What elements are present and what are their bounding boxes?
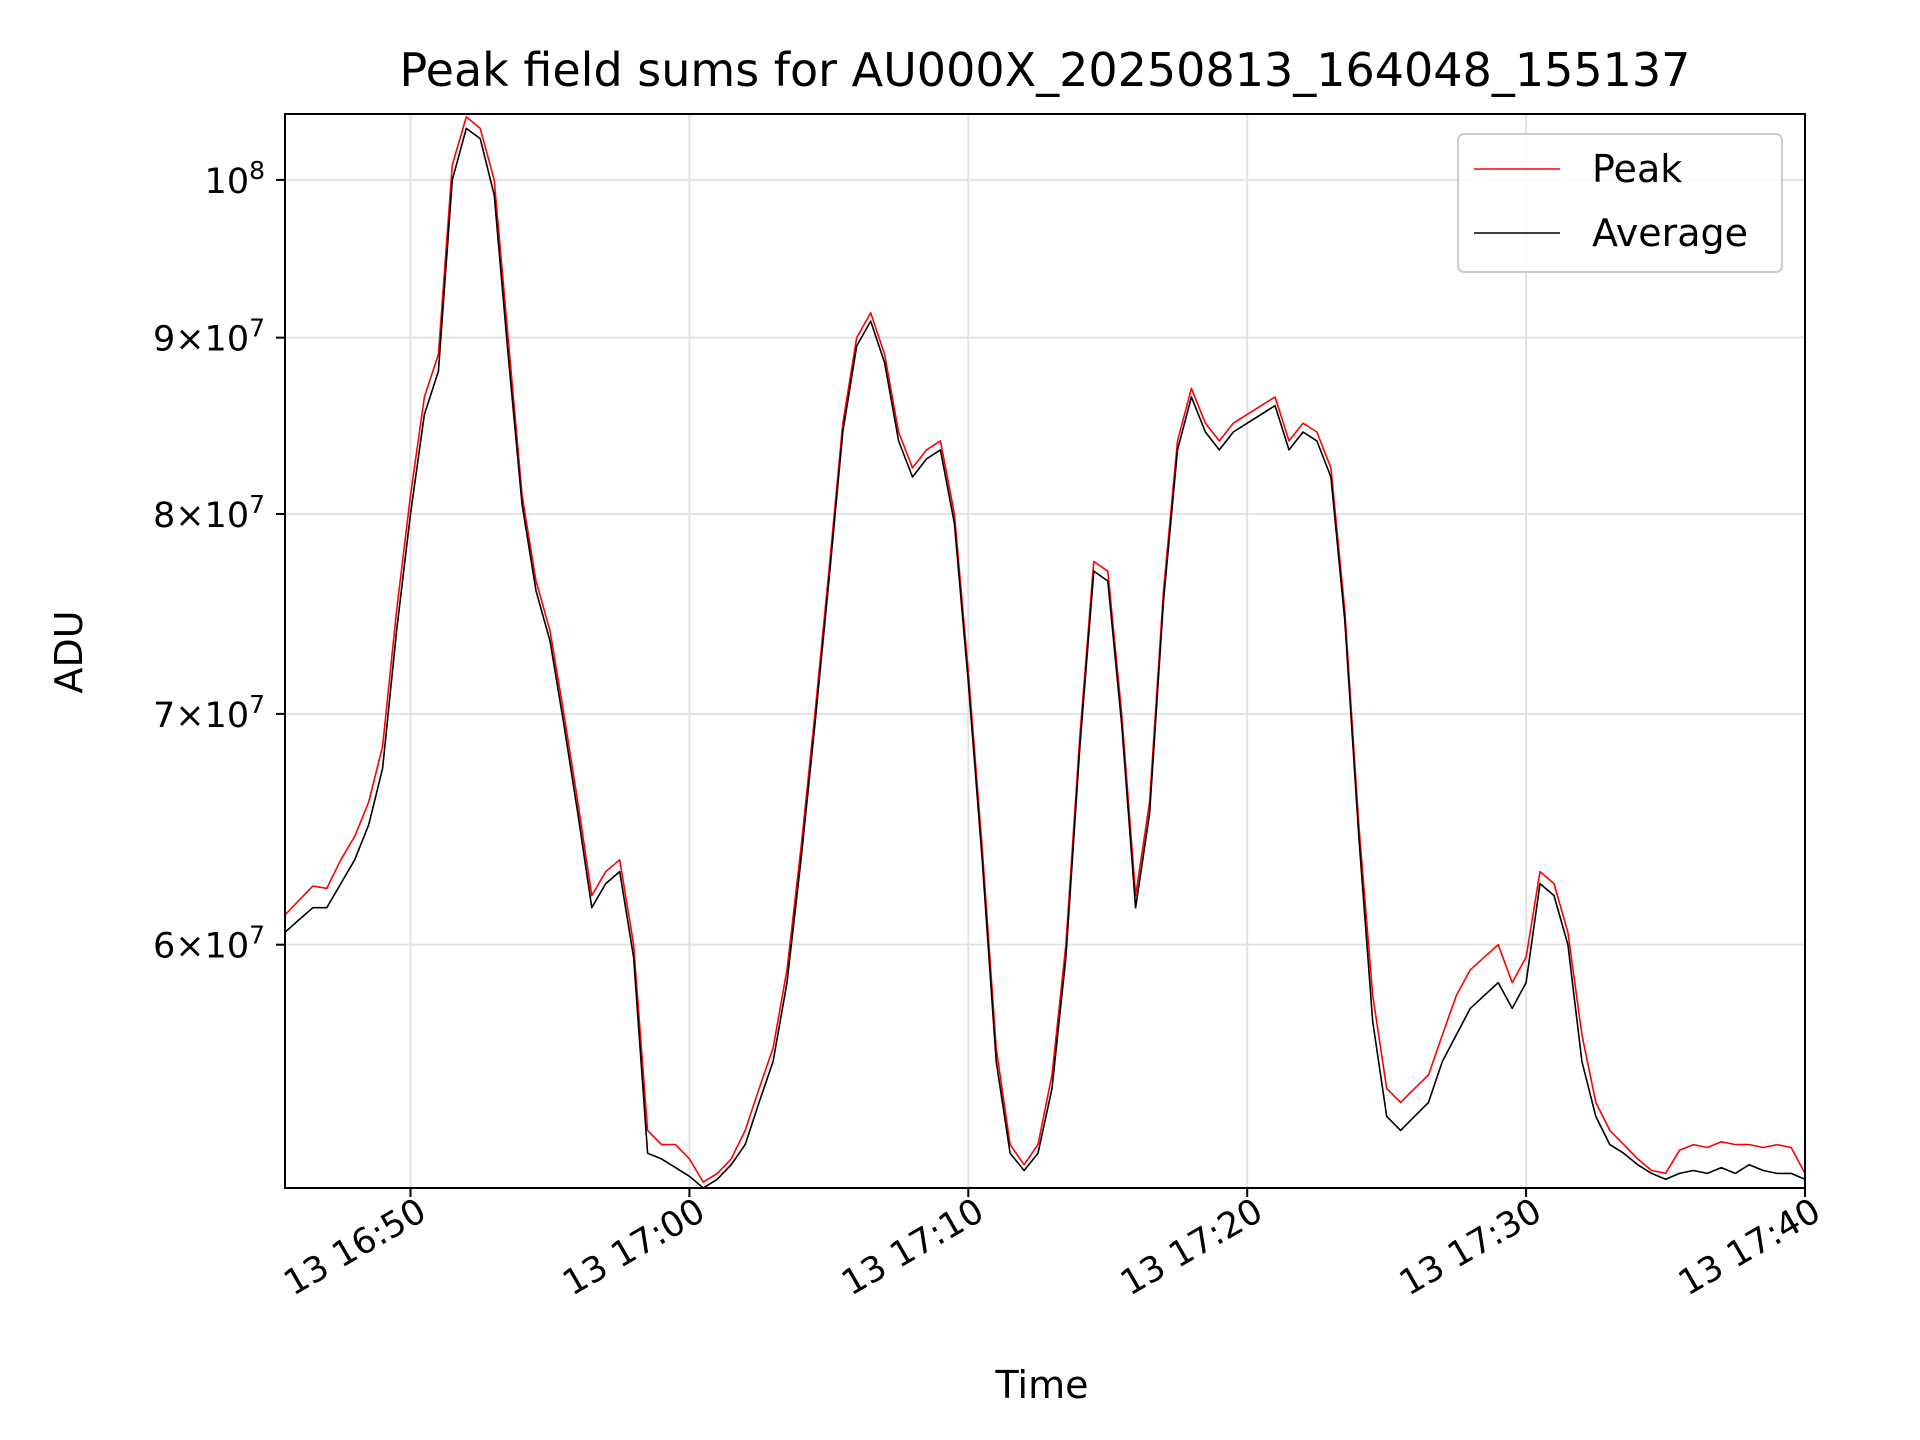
y-tick-label: 9×107 bbox=[153, 314, 265, 360]
y-tick-label: 6×107 bbox=[153, 921, 265, 967]
legend-label-average: Average bbox=[1592, 211, 1748, 255]
y-axis-label: ADU bbox=[47, 610, 91, 693]
legend: Peak Average bbox=[1457, 133, 1783, 273]
y-tick-label: 8×107 bbox=[153, 490, 265, 536]
series-line-peak bbox=[284, 116, 1806, 1183]
plot-frame bbox=[284, 113, 1806, 1189]
y-tick-label: 7×107 bbox=[153, 690, 265, 736]
series-line-average bbox=[284, 127, 1806, 1189]
legend-label-peak: Peak bbox=[1592, 147, 1682, 191]
chart-title: Peak field sums for AU000X_20250813_1640… bbox=[400, 43, 1691, 97]
y-tick-label: 108 bbox=[205, 156, 265, 202]
x-axis-label: Time bbox=[995, 1363, 1089, 1407]
series-lines bbox=[284, 116, 1806, 1189]
